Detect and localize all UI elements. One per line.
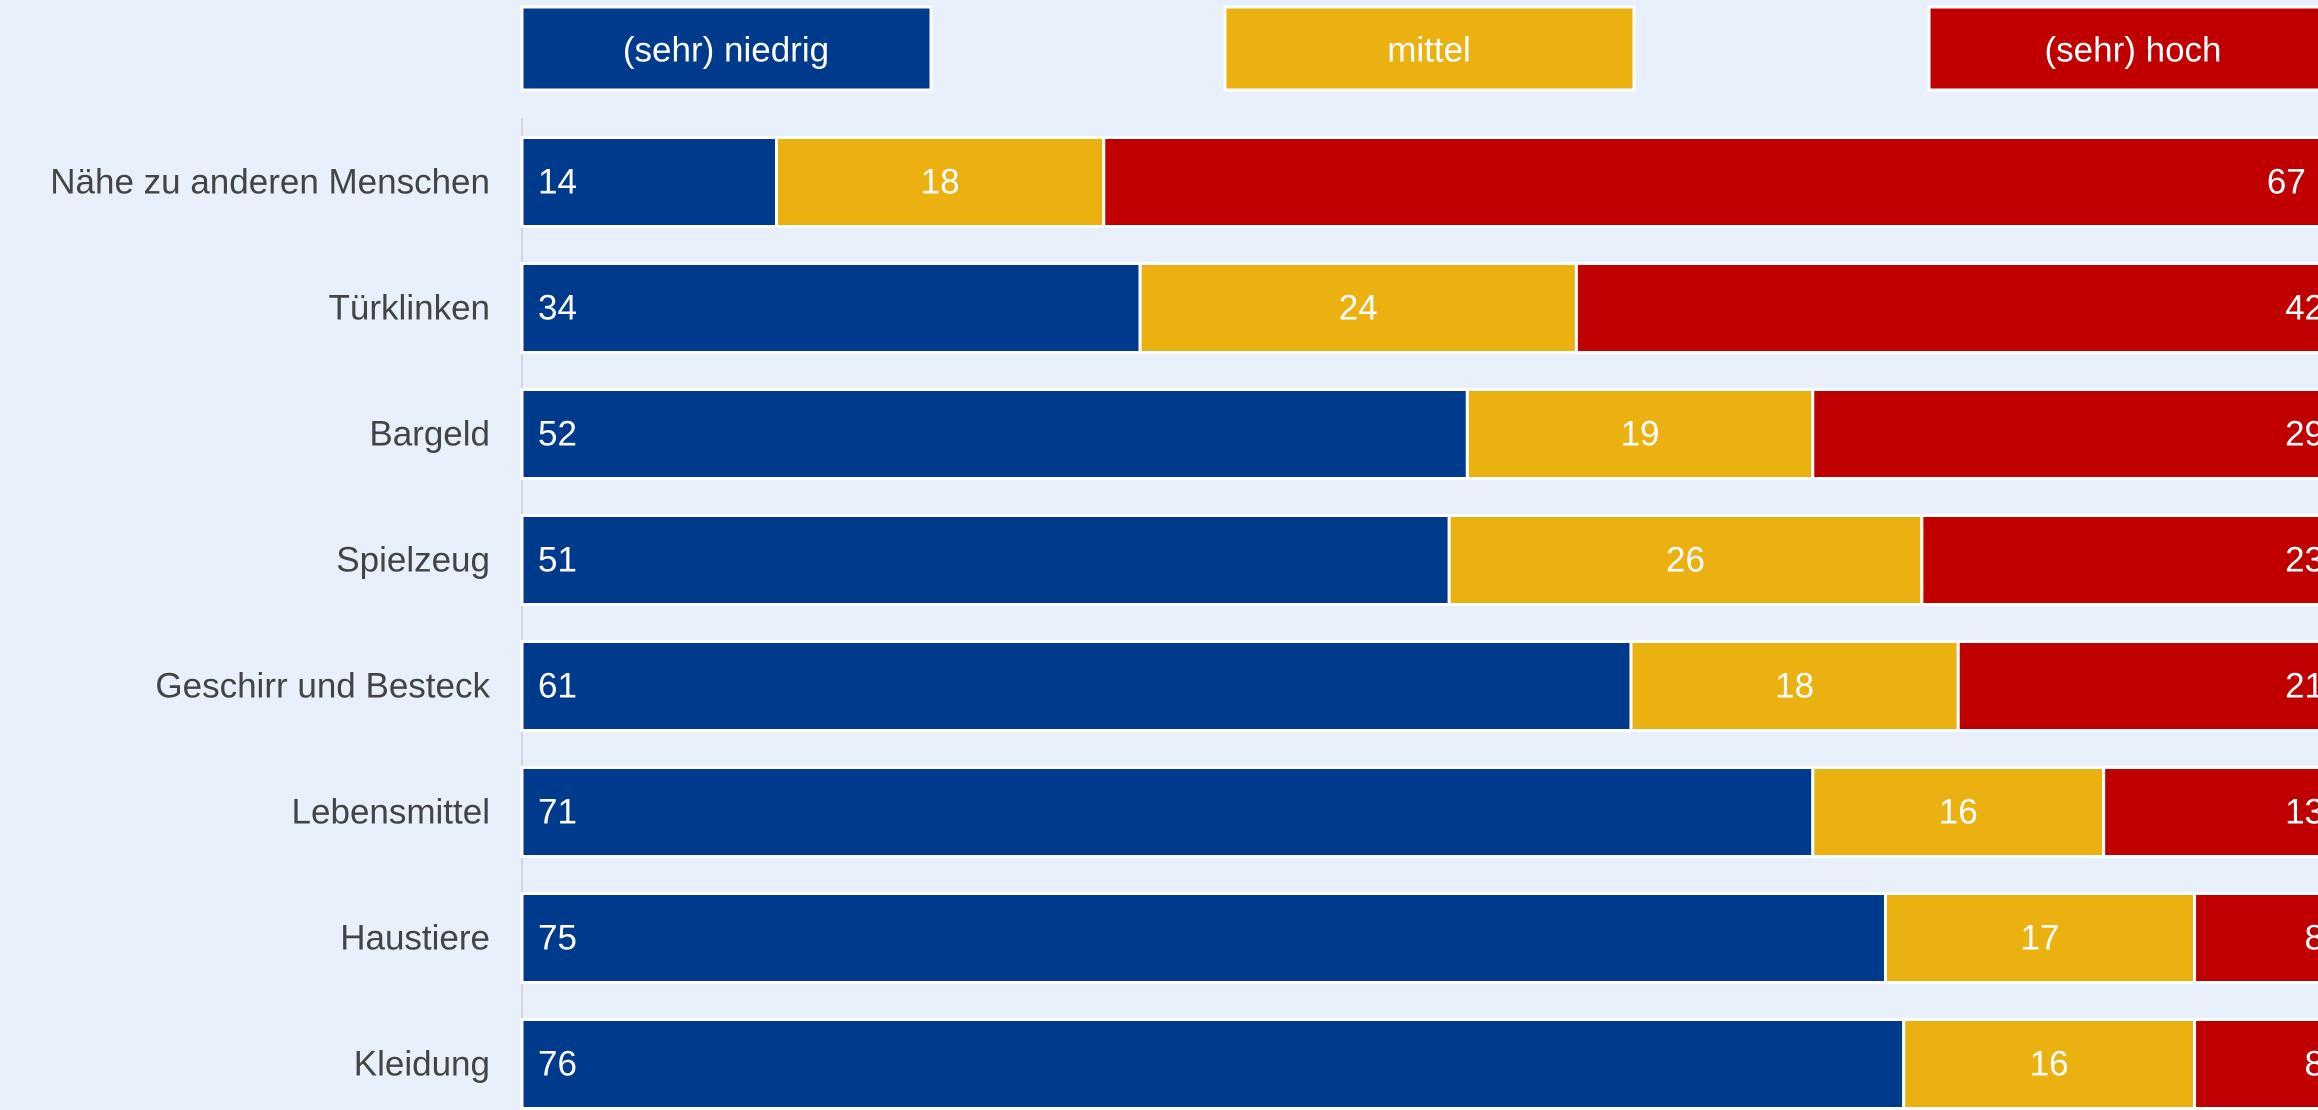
value-label: 29	[2285, 415, 2318, 454]
legend-swatch	[1223, 5, 1636, 92]
y-tick-label: Bargeld	[369, 415, 490, 454]
bar-segment	[1920, 514, 2318, 606]
bar-segment	[1956, 640, 2318, 732]
value-label: 52	[538, 415, 577, 454]
value-label: 13	[2285, 793, 2318, 832]
value-label: 14	[538, 163, 577, 202]
bar-segment	[1465, 388, 1815, 480]
value-label: 16	[2030, 1045, 2069, 1084]
legend-label: (sehr) niedrig	[623, 31, 829, 70]
value-label: 23	[2285, 541, 2318, 580]
y-tick-label: Kleidung	[354, 1045, 490, 1084]
bar-segment	[1884, 892, 2197, 984]
bar-segment	[1629, 640, 1960, 732]
value-label: 34	[538, 289, 577, 328]
bar-segment	[2193, 1018, 2318, 1110]
bar-segment	[520, 388, 1469, 480]
value-label: 71	[538, 793, 577, 832]
value-label: 21	[2285, 667, 2318, 706]
y-tick-label: Haustiere	[340, 919, 490, 958]
bar-segment	[1902, 1018, 2197, 1110]
bar-segment	[520, 1018, 1906, 1110]
legend-label: (sehr) hoch	[2044, 31, 2221, 70]
bar-segment	[520, 640, 1633, 732]
value-label: 76	[538, 1045, 577, 1084]
value-label: 26	[1666, 541, 1705, 580]
bar-segment	[2102, 766, 2318, 858]
value-label: 18	[1775, 667, 1814, 706]
bar-segment	[1811, 766, 2106, 858]
bar-segment	[520, 892, 1887, 984]
bar-segment	[520, 514, 1451, 606]
bar-segment	[1574, 262, 2318, 354]
bar-segment	[1811, 388, 2318, 480]
legend-label: mittel	[1387, 31, 1471, 70]
y-tick-label: Nähe zu anderen Menschen	[50, 163, 490, 202]
y-tick-label: Türklinken	[329, 289, 490, 328]
value-label: 67	[2267, 163, 2306, 202]
value-label: 16	[1939, 793, 1978, 832]
bar-segment	[520, 262, 1142, 354]
y-tick-label: Geschirr und Besteck	[155, 667, 490, 706]
legend-swatch	[1927, 5, 2318, 92]
value-label: 75	[538, 919, 577, 958]
bar-segment	[1447, 514, 1924, 606]
value-label: 42	[2285, 289, 2318, 328]
legend-swatch	[520, 5, 933, 92]
value-label: 19	[1621, 415, 1660, 454]
y-tick-label: Spielzeug	[336, 541, 490, 580]
value-label: 24	[1339, 289, 1378, 328]
bar-segment	[2193, 892, 2318, 984]
value-label: 17	[2021, 919, 2060, 958]
value-label: 51	[538, 541, 577, 580]
bar-segment	[1102, 136, 2318, 228]
y-tick-label: Lebensmittel	[292, 793, 490, 832]
value-label: 8	[2305, 919, 2318, 958]
value-label: 61	[538, 667, 577, 706]
value-label: 8	[2305, 1045, 2318, 1084]
value-label: 18	[921, 163, 960, 202]
bar-segment	[520, 766, 1815, 858]
